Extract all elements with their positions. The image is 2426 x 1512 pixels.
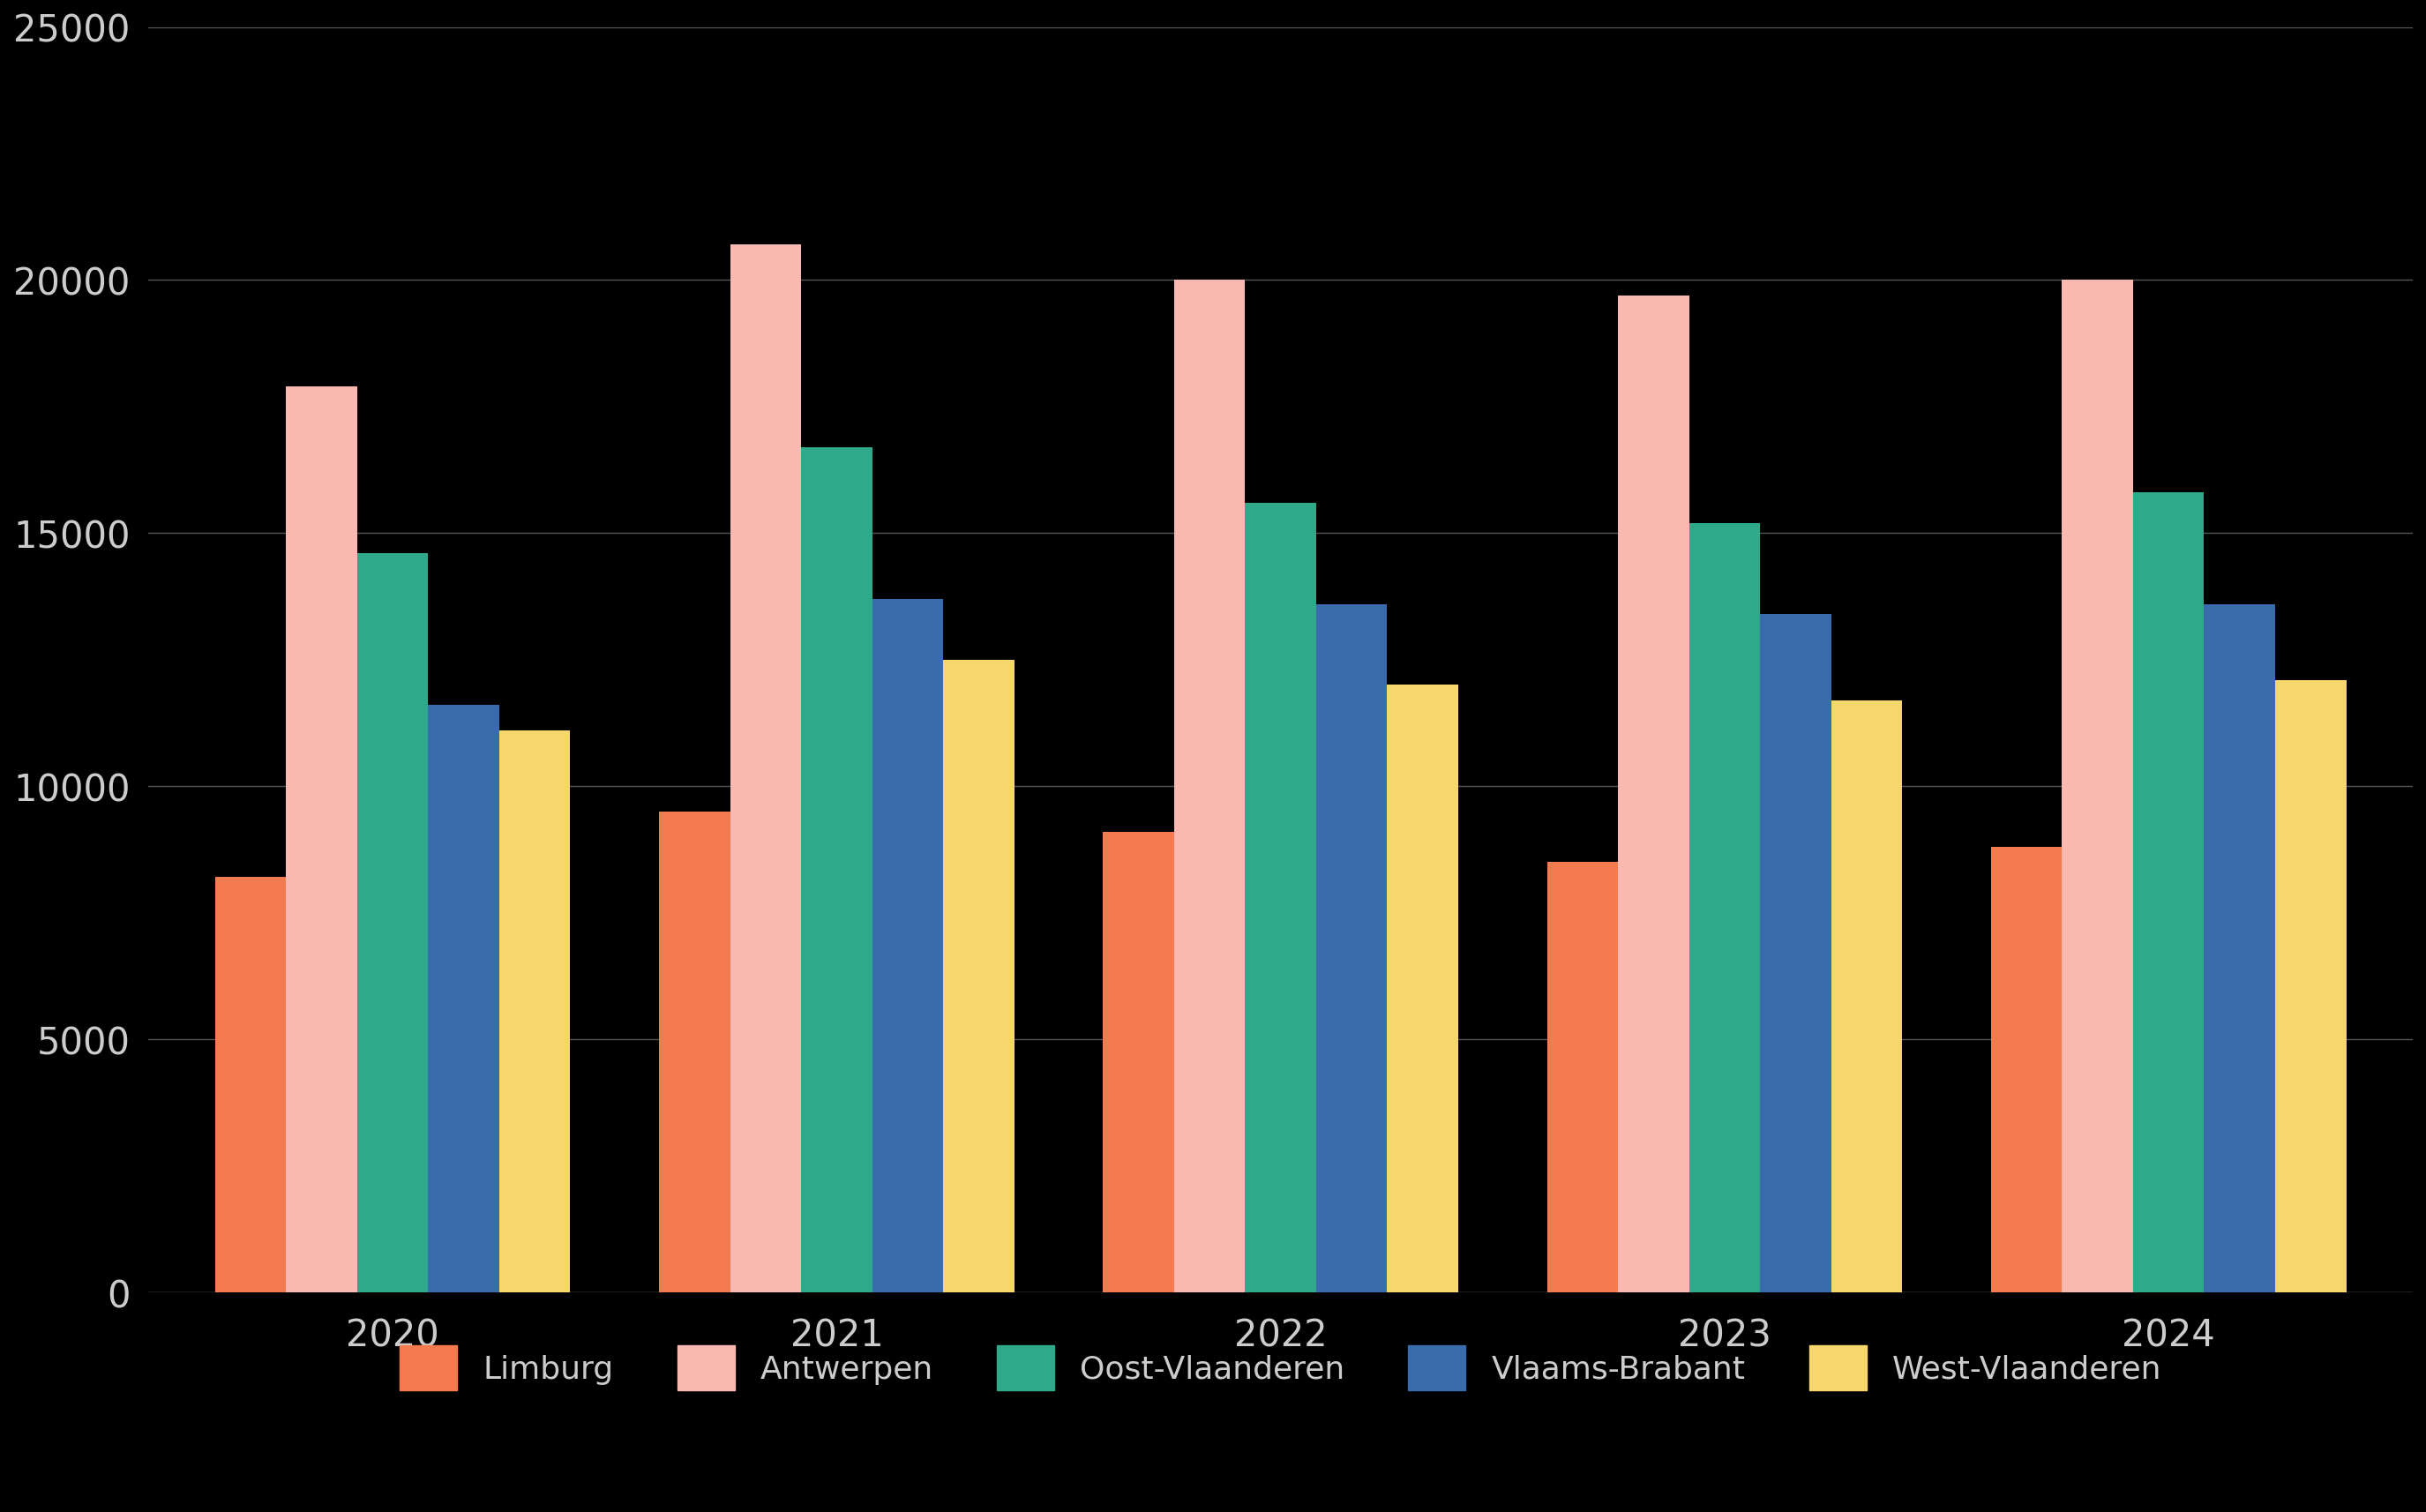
Bar <box>1104 832 1174 1293</box>
Bar <box>2062 281 2132 1293</box>
Bar <box>1688 523 1761 1293</box>
Bar <box>1245 503 1317 1293</box>
Bar <box>1174 281 1245 1293</box>
Bar <box>286 387 357 1293</box>
Bar <box>357 553 429 1293</box>
Bar <box>801 448 873 1293</box>
Bar <box>730 245 801 1293</box>
Bar <box>1317 605 1388 1293</box>
Bar <box>429 706 500 1293</box>
Bar <box>1832 700 1902 1293</box>
Bar <box>660 812 730 1293</box>
Bar <box>873 599 944 1293</box>
Bar <box>944 661 1014 1293</box>
Bar <box>500 730 570 1293</box>
Legend: Limburg, Antwerpen, Oost-Vlaanderen, Vlaams-Brabant, West-Vlaanderen: Limburg, Antwerpen, Oost-Vlaanderen, Vla… <box>388 1332 2174 1403</box>
Bar <box>1388 685 1458 1293</box>
Bar <box>1992 847 2062 1293</box>
Bar <box>216 877 286 1293</box>
Bar <box>1618 296 1688 1293</box>
Bar <box>1761 614 1832 1293</box>
Bar <box>1548 862 1618 1293</box>
Bar <box>2205 605 2276 1293</box>
Bar <box>2276 680 2346 1293</box>
Bar <box>2132 493 2205 1293</box>
